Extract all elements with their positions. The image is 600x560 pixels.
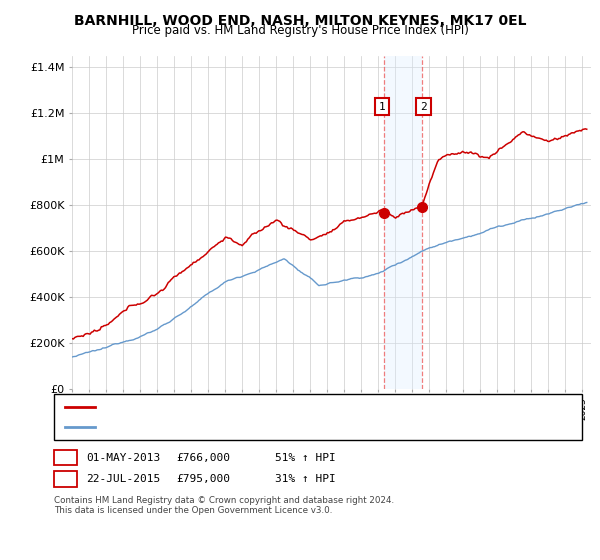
Text: £795,000: £795,000	[176, 474, 230, 484]
Text: 31% ↑ HPI: 31% ↑ HPI	[275, 474, 335, 484]
Text: 1: 1	[62, 451, 69, 464]
Text: BARNHILL, WOOD END, NASH, MILTON KEYNES, MK17 0EL (detached house): BARNHILL, WOOD END, NASH, MILTON KEYNES,…	[101, 402, 480, 412]
Text: Contains HM Land Registry data © Crown copyright and database right 2024.
This d: Contains HM Land Registry data © Crown c…	[54, 496, 394, 515]
Text: HPI: Average price, detached house, Buckinghamshire: HPI: Average price, detached house, Buck…	[101, 422, 372, 432]
Text: 1: 1	[379, 101, 386, 111]
Text: 01-MAY-2013: 01-MAY-2013	[86, 452, 160, 463]
Text: BARNHILL, WOOD END, NASH, MILTON KEYNES, MK17 0EL: BARNHILL, WOOD END, NASH, MILTON KEYNES,…	[74, 14, 526, 28]
Text: £766,000: £766,000	[176, 452, 230, 463]
Text: 22-JUL-2015: 22-JUL-2015	[86, 474, 160, 484]
Text: Price paid vs. HM Land Registry's House Price Index (HPI): Price paid vs. HM Land Registry's House …	[131, 24, 469, 37]
Text: 2: 2	[62, 472, 69, 486]
Bar	[384, 56, 422, 389]
Text: 2: 2	[420, 101, 427, 111]
Text: 51% ↑ HPI: 51% ↑ HPI	[275, 452, 335, 463]
